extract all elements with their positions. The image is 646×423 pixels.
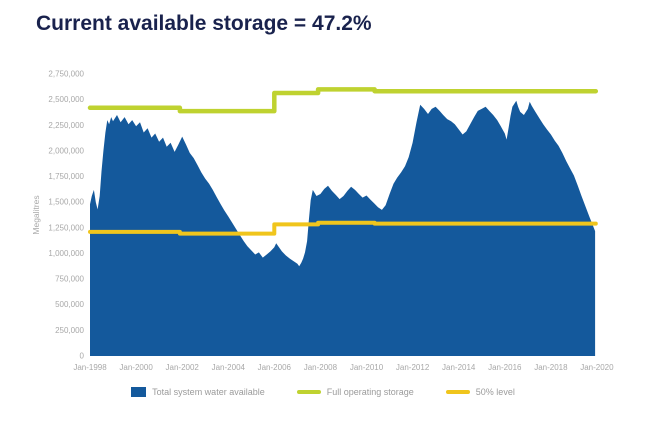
x-tick-label: Jan-2016 <box>488 363 522 372</box>
legend-item-50-percent-level: 50% level <box>445 387 515 397</box>
x-tick-label: Jan-2004 <box>212 363 246 372</box>
line-swatch-icon <box>445 390 470 394</box>
y-tick-label: 1,750,000 <box>48 172 84 181</box>
y-axis-title: Megalitres <box>31 195 41 234</box>
x-tick-label: Jan-1998 <box>73 363 107 372</box>
area-series-total-system-water-available <box>90 100 596 356</box>
y-tick-label: 1,500,000 <box>48 198 84 207</box>
y-tick-label: 2,250,000 <box>48 121 84 130</box>
x-tick-label: Jan-2020 <box>580 363 614 372</box>
x-tick-label: Jan-2006 <box>258 363 292 372</box>
x-tick-label: Jan-2010 <box>350 363 384 372</box>
legend-item-full-operating-storage: Full operating storage <box>296 387 414 397</box>
legend-item-total-system-water-available: Total system water available <box>131 387 265 397</box>
y-tick-label: 250,000 <box>55 326 84 335</box>
y-tick-label: 0 <box>80 352 85 361</box>
x-tick-label: Jan-2002 <box>166 363 200 372</box>
legend-label: 50% level <box>475 387 515 397</box>
legend-label: Full operating storage <box>326 387 414 397</box>
y-tick-label: 500,000 <box>55 300 84 309</box>
area-swatch-icon <box>131 387 147 397</box>
x-tick-label: Jan-2008 <box>304 363 338 372</box>
y-tick-label: 1,250,000 <box>48 223 84 232</box>
page-title: Current available storage = 47.2% <box>36 12 372 35</box>
x-tick-label: Jan-2014 <box>442 363 476 372</box>
line-series-50-level <box>88 220 598 236</box>
y-tick-label: 2,000,000 <box>48 146 84 155</box>
x-tick-label: Jan-2018 <box>534 363 568 372</box>
y-tick-label: 2,500,000 <box>48 95 84 104</box>
x-tick-label: Jan-2000 <box>119 363 153 372</box>
chart-canvas: 0 250,000 500,000 750,000 1,000,000 1,250,000… <box>31 70 614 373</box>
legend-label: Total system water available <box>152 387 265 397</box>
y-tick-label: 1,000,000 <box>48 249 84 258</box>
x-tick-label: Jan-2012 <box>396 363 430 372</box>
y-tick-label: 2,750,000 <box>48 70 84 79</box>
line-swatch-icon <box>296 390 321 394</box>
chart-legend: Total system water available Full operat… <box>0 387 646 397</box>
line-series-full-operating-storage <box>87 87 599 114</box>
y-tick-label: 750,000 <box>55 275 84 284</box>
